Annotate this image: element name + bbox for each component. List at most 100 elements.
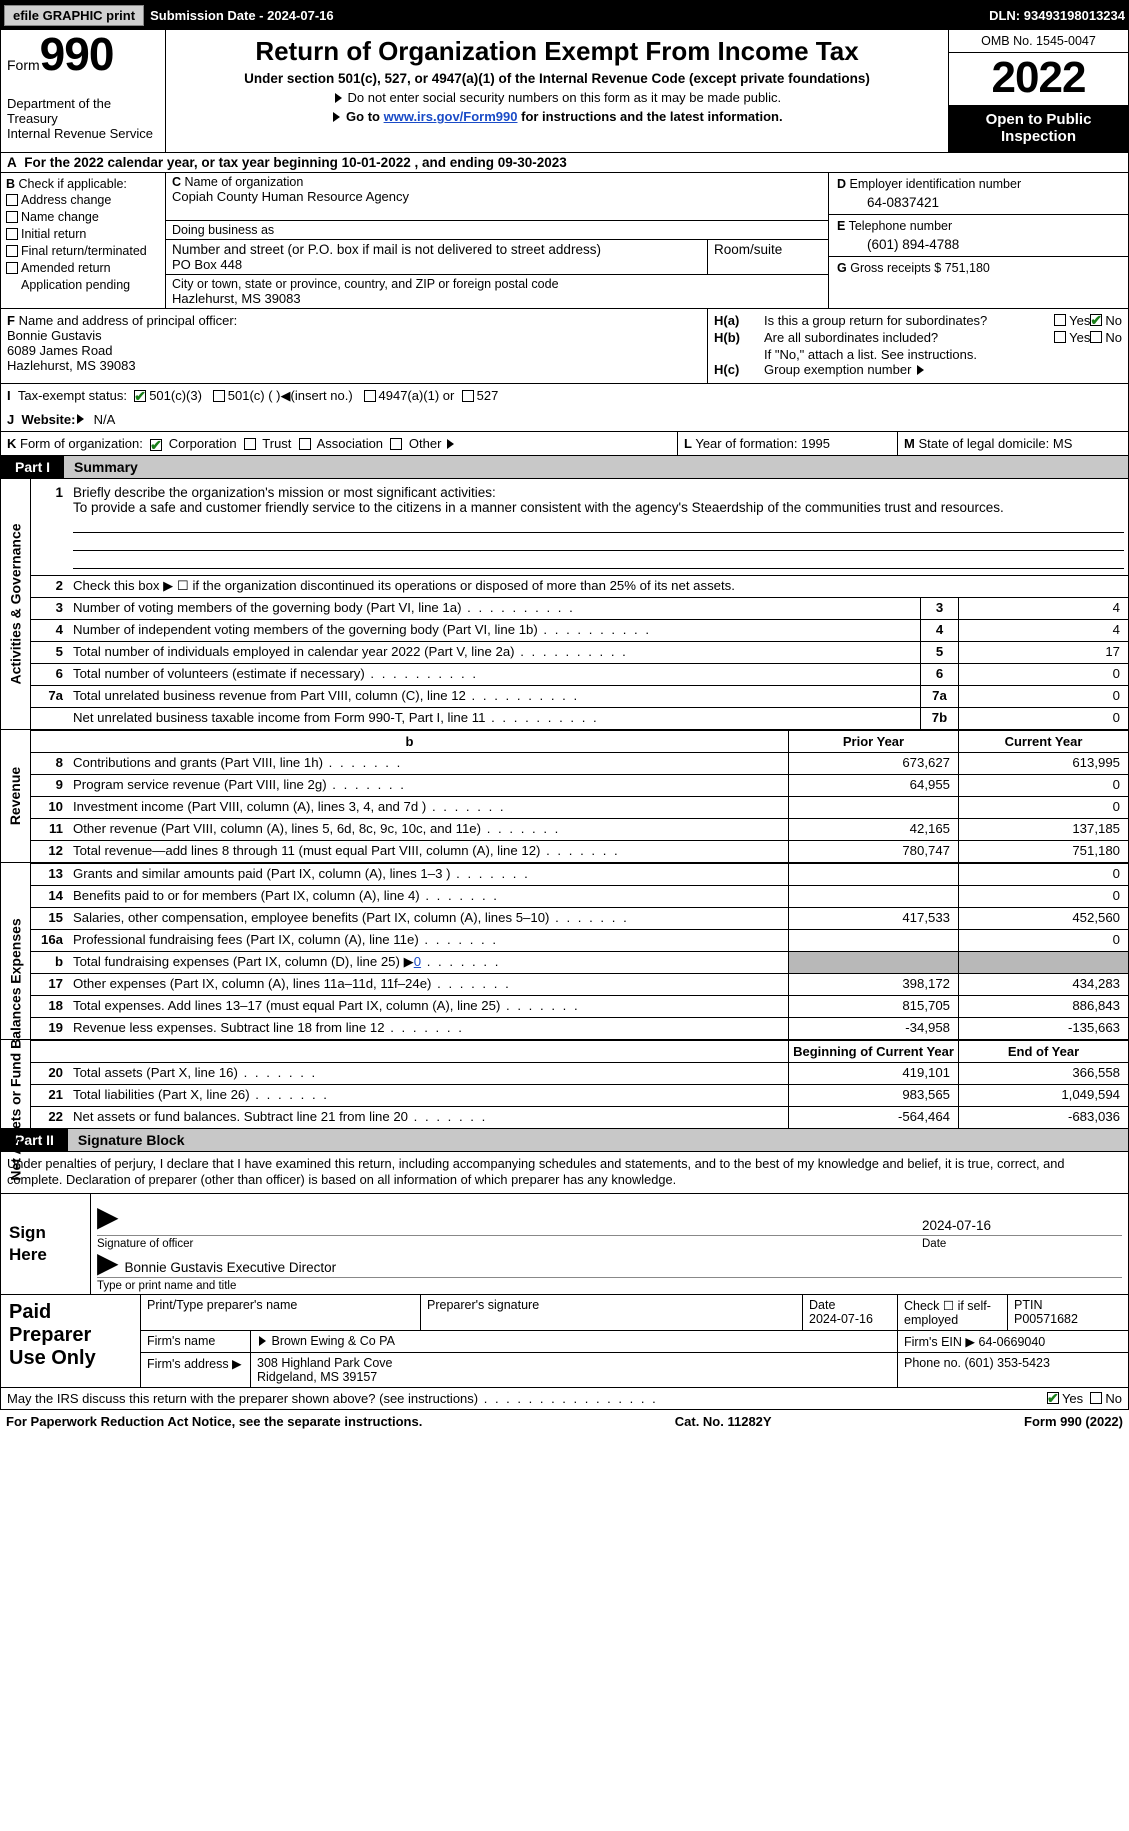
- chk-discuss-yes[interactable]: [1047, 1392, 1059, 1404]
- chk-4947[interactable]: [364, 390, 376, 402]
- summary-line: 16aProfessional fundraising fees (Part I…: [31, 929, 1128, 951]
- chk-ha-no[interactable]: [1090, 314, 1102, 326]
- form-header-mid: Return of Organization Exempt From Incom…: [166, 30, 948, 152]
- chk-final-return[interactable]: [6, 245, 18, 257]
- summary-line: 21Total liabilities (Part X, line 26)983…: [31, 1084, 1128, 1106]
- revenue-wrap: Revenue b Prior Year Current Year 8Contr…: [0, 730, 1129, 863]
- prep-row-2: Firm's name Brown Ewing & Co PA Firm's E…: [141, 1331, 1128, 1353]
- tax-year: 2022: [949, 53, 1128, 105]
- chk-trust[interactable]: [244, 438, 256, 450]
- chk-501c[interactable]: [213, 390, 225, 402]
- netassets-wrap: Net Assets or Fund Balances Beginning of…: [0, 1040, 1129, 1129]
- website-row: J Website: N/A: [0, 408, 1129, 432]
- street: PO Box 448: [172, 257, 242, 272]
- summary-line: 20Total assets (Part X, line 16)419,1013…: [31, 1062, 1128, 1084]
- gross-receipts: 751,180: [945, 261, 990, 275]
- declaration-text: Under penalties of perjury, I declare th…: [0, 1152, 1129, 1194]
- form-note-2: Go to www.irs.gov/Form990 for instructio…: [174, 109, 940, 124]
- chk-501c3[interactable]: [134, 390, 146, 402]
- chk-amended-return[interactable]: [6, 262, 18, 274]
- form-header: Form990 Department of the Treasury Inter…: [0, 30, 1129, 153]
- vlabel-rev: Revenue: [1, 730, 31, 862]
- col-c: C Name of organization Copiah County Hum…: [166, 173, 828, 308]
- form-note-1: Do not enter social security numbers on …: [174, 90, 940, 105]
- irs-link[interactable]: www.irs.gov/Form990: [384, 109, 518, 124]
- summary-line: 18Total expenses. Add lines 13–17 (must …: [31, 995, 1128, 1017]
- fh-block: F Name and address of principal officer:…: [0, 309, 1129, 384]
- summary-line: 19Revenue less expenses. Subtract line 1…: [31, 1017, 1128, 1039]
- chk-initial-return[interactable]: [6, 228, 18, 240]
- chk-discuss-no[interactable]: [1090, 1392, 1102, 1404]
- part-1-header: Part I Summary: [0, 456, 1129, 479]
- chk-address-change[interactable]: [6, 194, 18, 206]
- vlabel-ag: Activities & Governance: [1, 479, 31, 729]
- page-footer: For Paperwork Reduction Act Notice, see …: [0, 1410, 1129, 1433]
- summary-line: 14Benefits paid to or for members (Part …: [31, 885, 1128, 907]
- tax-exempt-status: I Tax-exempt status: 501(c)(3) 501(c) ( …: [0, 384, 1129, 408]
- org-name-box: C Name of organization Copiah County Hum…: [166, 173, 828, 221]
- bcd-block: B Check if applicable: Address change Na…: [0, 173, 1129, 309]
- tel-box: E Telephone number (601) 894-4788: [829, 215, 1128, 257]
- dba-box: Doing business as: [166, 221, 828, 240]
- chk-hb-no[interactable]: [1090, 331, 1102, 343]
- chk-hb-yes[interactable]: [1054, 331, 1066, 343]
- state-domicile: M State of legal domicile: MS: [898, 432, 1128, 455]
- chk-other[interactable]: [390, 438, 402, 450]
- summary-line: Net unrelated business taxable income fr…: [31, 707, 1128, 729]
- summary-line: 2Check this box ▶ ☐ if the organization …: [31, 575, 1128, 597]
- street-box: Number and street (or P.O. box if mail i…: [166, 240, 828, 275]
- form-number: 990: [40, 30, 114, 80]
- form-subtitle: Under section 501(c), 527, or 4947(a)(1)…: [174, 71, 940, 86]
- group-return: H(a) Is this a group return for subordin…: [708, 309, 1128, 383]
- submission-date-label: Submission Date - 2024-07-16: [150, 8, 334, 23]
- form-header-left: Form990 Department of the Treasury Inter…: [1, 30, 166, 152]
- summary-line: bTotal fundraising expenses (Part IX, co…: [31, 951, 1128, 973]
- efile-print-button[interactable]: efile GRAPHIC print: [4, 5, 144, 26]
- city: Hazlehurst, MS 39083: [172, 291, 301, 306]
- city-box: City or town, state or province, country…: [166, 275, 828, 308]
- ein: 64-0837421: [837, 195, 1120, 210]
- summary-line: 9Program service revenue (Part VIII, lin…: [31, 774, 1128, 796]
- section-activities-governance: Activities & Governance 1 Briefly descri…: [0, 479, 1129, 730]
- name-title-line: ▶ Bonnie Gustavis Executive Director: [97, 1250, 1122, 1278]
- dln: DLN: 93493198013234: [989, 8, 1125, 23]
- summary-line: 11Other revenue (Part VIII, column (A), …: [31, 818, 1128, 840]
- summary-line: 15Salaries, other compensation, employee…: [31, 907, 1128, 929]
- dept-treasury: Department of the Treasury Internal Reve…: [7, 97, 159, 142]
- chk-ha-yes[interactable]: [1054, 314, 1066, 326]
- vlabel-na: Net Assets or Fund Balances: [1, 1040, 31, 1128]
- sign-here-block: Sign Here ▶ 2024-07-16 Signature of offi…: [0, 1194, 1129, 1295]
- mission-text: To provide a safe and customer friendly …: [73, 500, 1004, 515]
- col-header-2: Beginning of Current Year End of Year: [31, 1040, 1128, 1062]
- summary-line: 5Total number of individuals employed in…: [31, 641, 1128, 663]
- expenses-wrap: Expenses 13Grants and similar amounts pa…: [0, 863, 1129, 1040]
- chk-name-change[interactable]: [6, 211, 18, 223]
- org-name: Copiah County Human Resource Agency: [172, 189, 409, 204]
- summary-line: 7aTotal unrelated business revenue from …: [31, 685, 1128, 707]
- line-a-tax-year: A For the 2022 calendar year, or tax yea…: [0, 153, 1129, 173]
- col-b-checkboxes: B Check if applicable: Address change Na…: [1, 173, 166, 308]
- summary-line: 13Grants and similar amounts paid (Part …: [31, 863, 1128, 885]
- sign-here-label: Sign Here: [1, 1194, 91, 1294]
- form-title: Return of Organization Exempt From Incom…: [174, 36, 940, 67]
- klm-row: K Form of organization: Corporation Trus…: [0, 432, 1129, 456]
- omb-number: OMB No. 1545-0047: [949, 30, 1128, 53]
- chk-527[interactable]: [462, 390, 474, 402]
- summary-line: 10Investment income (Part VIII, column (…: [31, 796, 1128, 818]
- summary-line: 8Contributions and grants (Part VIII, li…: [31, 752, 1128, 774]
- prep-row-3: Firm's address ▶ 308 Highland Park CoveR…: [141, 1353, 1128, 1387]
- discuss-row: May the IRS discuss this return with the…: [0, 1388, 1129, 1410]
- ein-box: D Employer identification number 64-0837…: [829, 173, 1128, 215]
- chk-corp[interactable]: [150, 439, 162, 451]
- paid-preparer-label: Paid Preparer Use Only: [1, 1295, 141, 1387]
- col-d: D Employer identification number 64-0837…: [828, 173, 1128, 308]
- summary-line: 3Number of voting members of the governi…: [31, 597, 1128, 619]
- part-2-header: Part II Signature Block: [0, 1129, 1129, 1152]
- form-of-org: K Form of organization: Corporation Trus…: [1, 432, 678, 455]
- form-word: Form: [7, 57, 40, 73]
- form-header-right: OMB No. 1545-0047 2022 Open to Public In…: [948, 30, 1128, 152]
- signature-line: ▶ 2024-07-16: [97, 1200, 1122, 1236]
- chk-assoc[interactable]: [299, 438, 311, 450]
- col-header-1: b Prior Year Current Year: [31, 730, 1128, 752]
- website: N/A: [94, 412, 116, 427]
